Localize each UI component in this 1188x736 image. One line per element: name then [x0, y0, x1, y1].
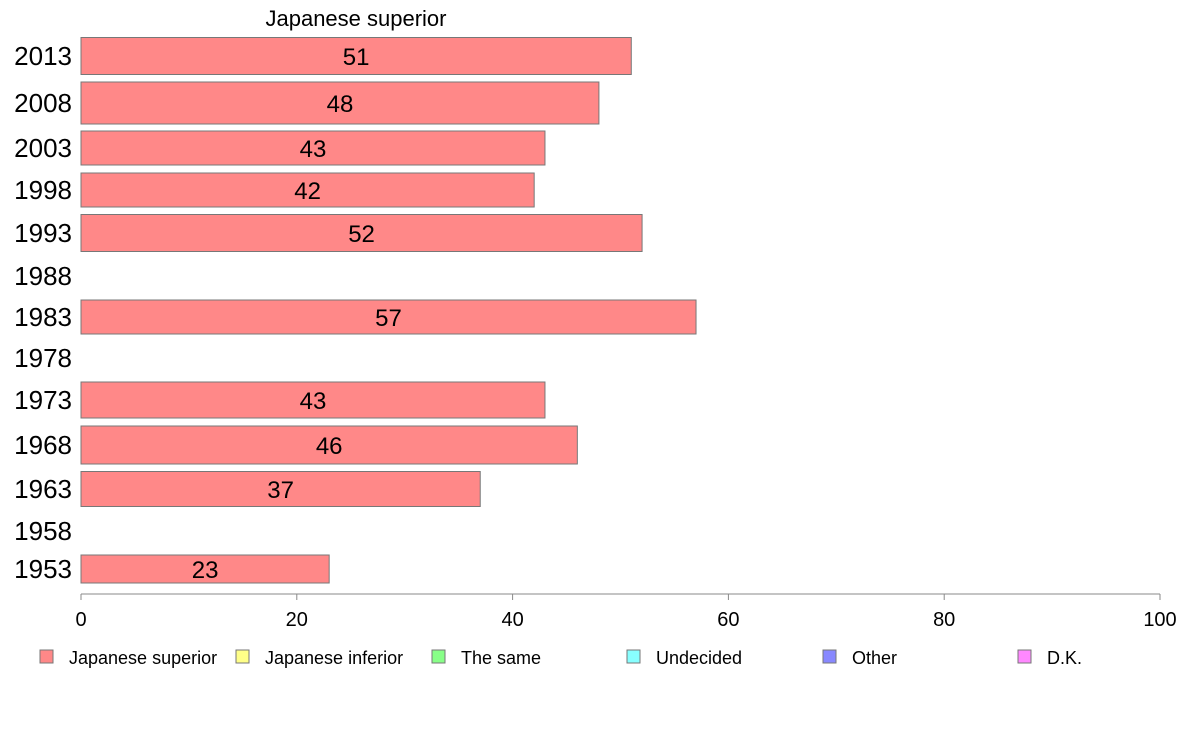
x-axis: 0 20 40 60 80 100 [75, 593, 1177, 631]
value-label: 42 [294, 178, 321, 205]
legend-label: Japanese inferior [265, 648, 403, 668]
category-label: 1968 [14, 430, 72, 460]
category-label: 1973 [14, 385, 72, 415]
category-label: 1993 [14, 218, 72, 248]
value-label: 57 [375, 305, 402, 332]
category-label: 1958 [14, 516, 72, 546]
category-label: 1978 [14, 343, 72, 373]
category-label: 2013 [14, 41, 72, 71]
x-tick-label: 40 [501, 609, 523, 631]
bar [80, 214, 643, 252]
value-label: 37 [267, 477, 294, 504]
bars-layer: 2013 51 2008 48 2003 43 1998 42 1993 52 1988 1983 57… [14, 37, 697, 584]
value-label: 23 [192, 557, 219, 584]
category-label: 1953 [14, 554, 72, 584]
x-tick-label: 100 [1143, 609, 1176, 631]
legend-swatch [822, 649, 837, 664]
legend-swatch [431, 649, 446, 664]
x-tick-label: 0 [75, 609, 86, 631]
category-label: 2008 [14, 88, 72, 118]
bar [80, 37, 632, 75]
bar [80, 172, 535, 208]
value-label: 46 [316, 433, 343, 460]
category-label: 2003 [14, 133, 72, 163]
value-label: 52 [348, 221, 375, 248]
legend-label: The same [461, 648, 541, 668]
legend-label: D.K. [1047, 648, 1082, 668]
legend-swatch [626, 649, 641, 664]
bar [80, 554, 330, 584]
bar [80, 381, 546, 419]
legend-swatch [39, 649, 54, 664]
legend-label: Undecided [656, 648, 742, 668]
x-tick-label: 20 [286, 609, 308, 631]
value-label: 48 [327, 91, 354, 118]
value-label: 43 [300, 136, 327, 163]
chart-title: Japanese superior [265, 6, 446, 31]
legend-label: Other [852, 648, 897, 668]
category-label: 1983 [14, 302, 72, 332]
bar [80, 299, 697, 335]
legend-swatch [1017, 649, 1032, 664]
legend: Japanese superior Japanese inferior The sa… [39, 648, 1082, 668]
value-label: 51 [343, 44, 370, 71]
x-tick-label: 60 [717, 609, 739, 631]
bar [80, 425, 578, 465]
category-label: 1998 [14, 175, 72, 205]
bar [80, 130, 546, 166]
value-label: 43 [300, 388, 327, 415]
category-label: 1963 [14, 474, 72, 504]
x-tick-label: 80 [933, 609, 955, 631]
bar [80, 81, 600, 125]
category-label: 1988 [14, 261, 72, 291]
legend-swatch [235, 649, 250, 664]
bar [80, 471, 481, 507]
legend-label: Japanese superior [69, 648, 217, 668]
